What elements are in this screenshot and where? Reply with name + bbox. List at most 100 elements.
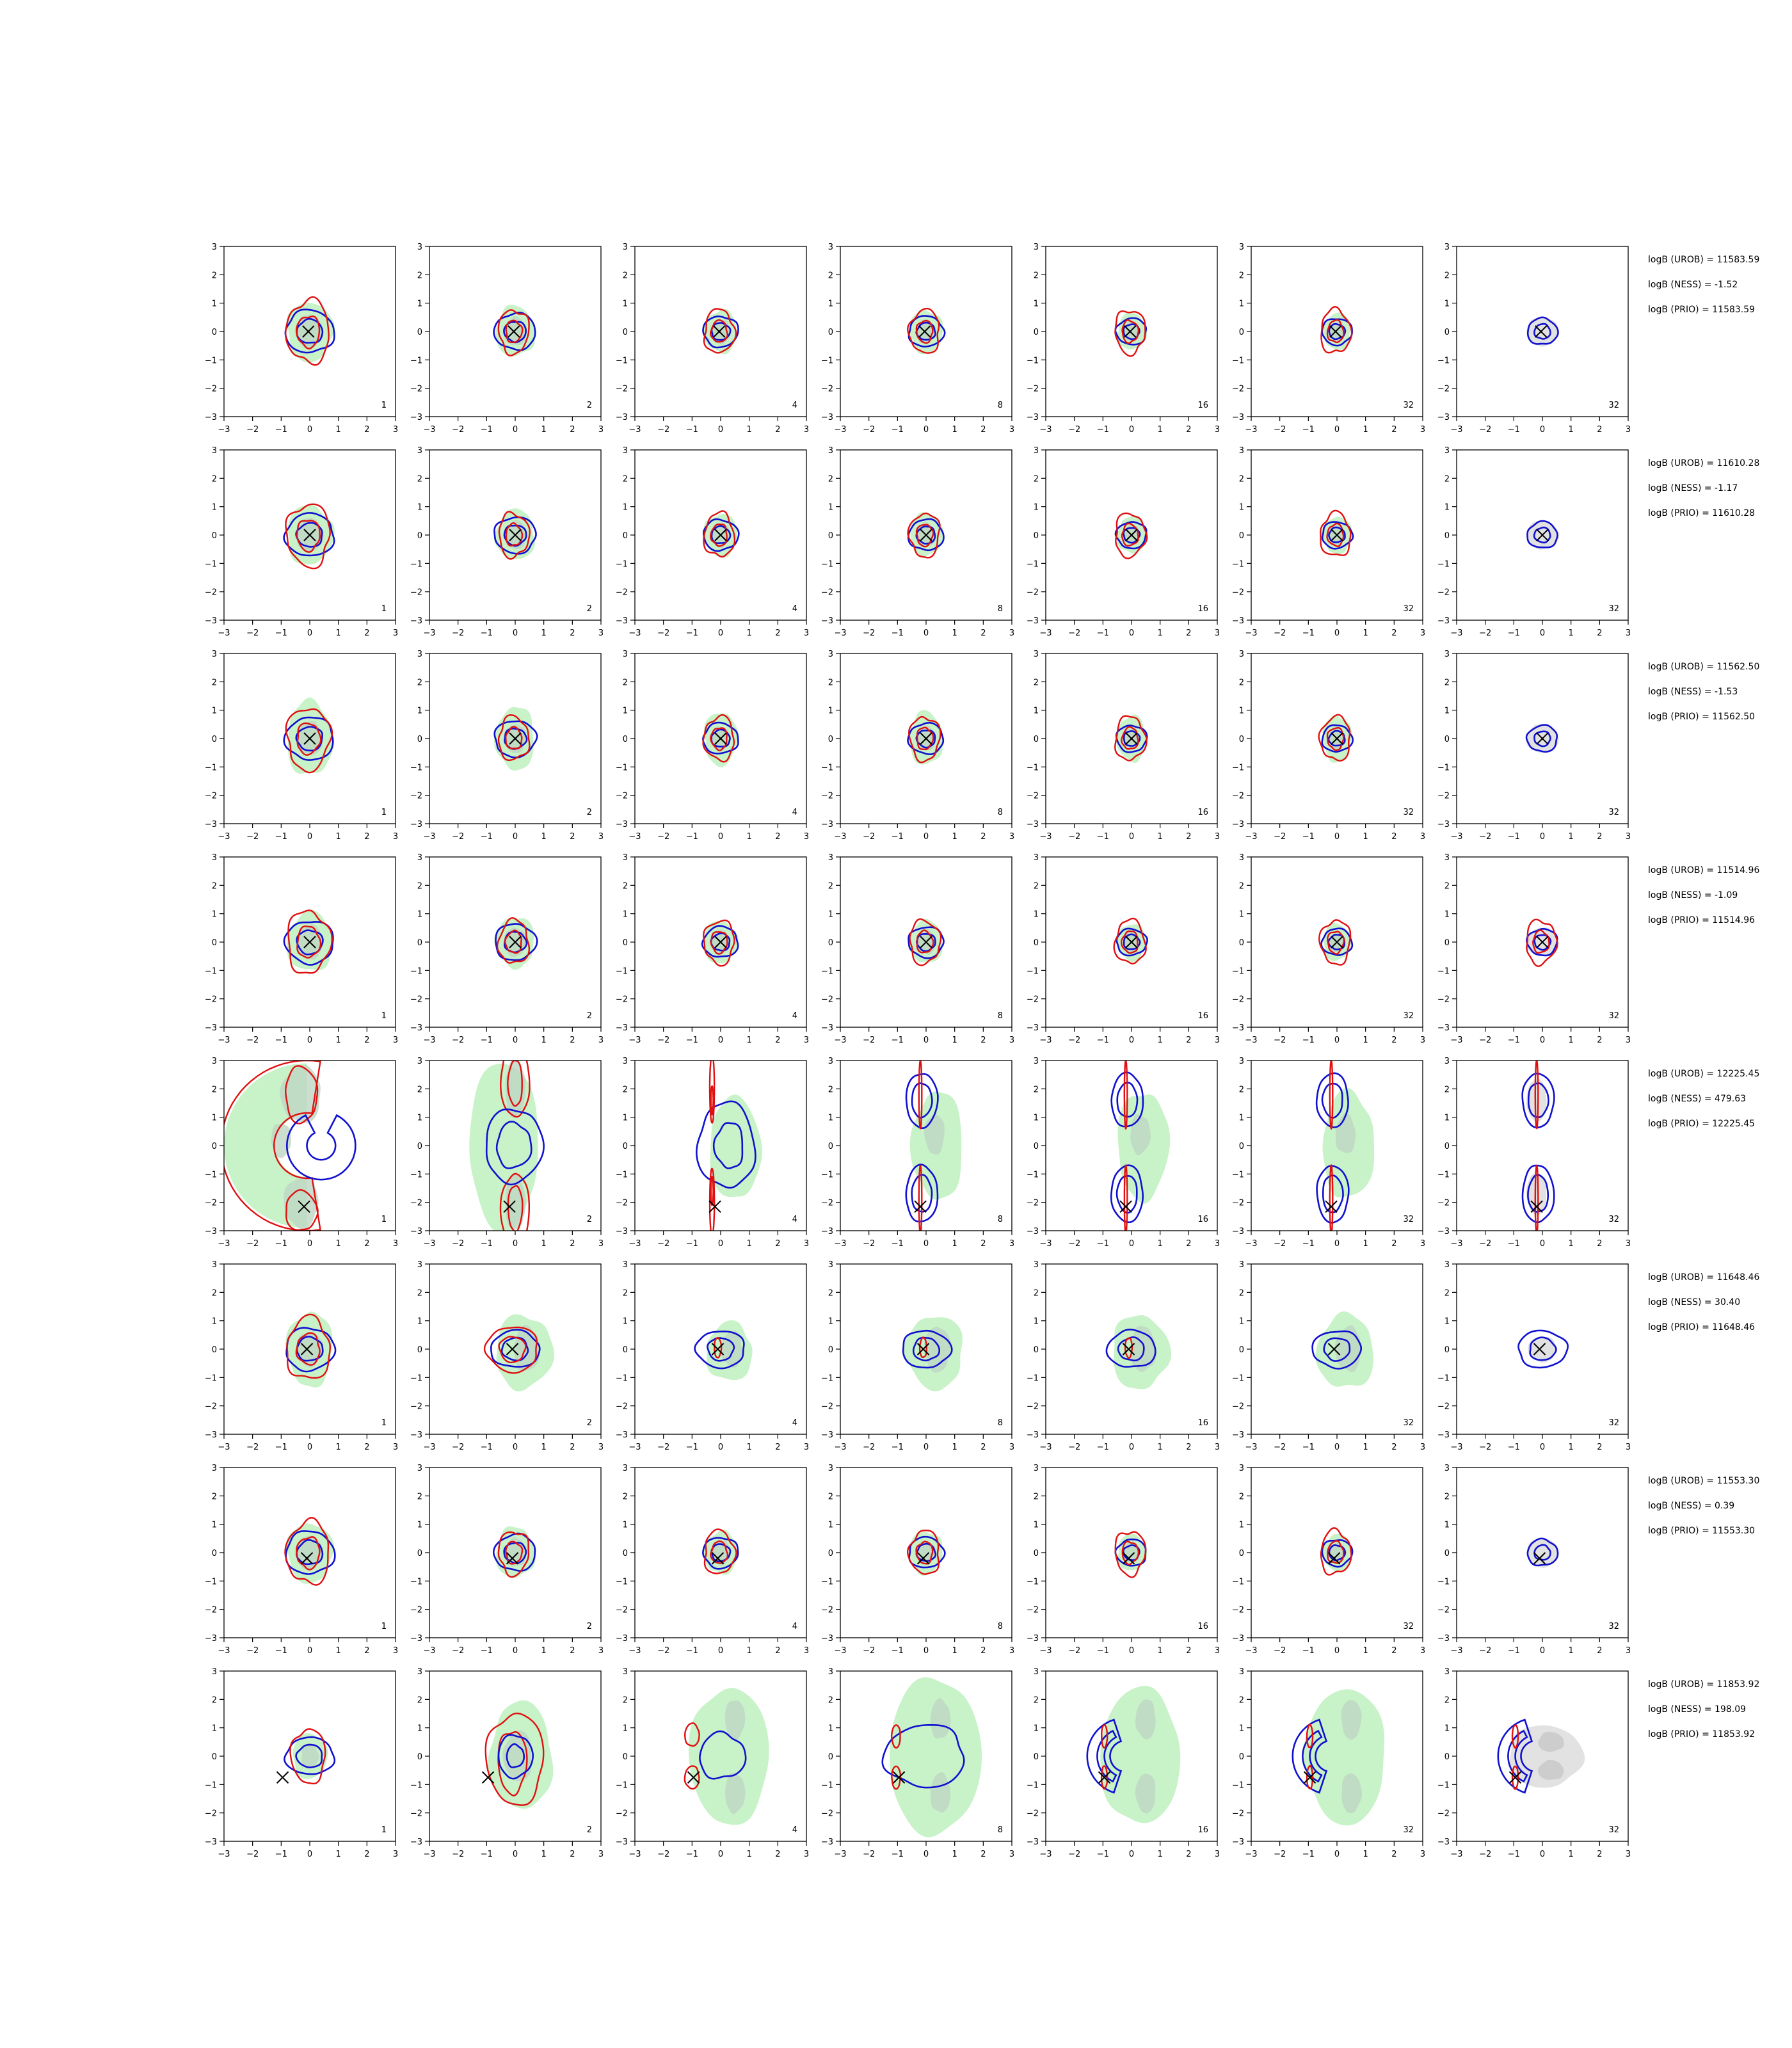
x-tick-label: 3: [598, 1239, 604, 1249]
density-contours: [494, 916, 538, 970]
y-tick-label: 3: [1034, 446, 1039, 456]
panel-label: 32: [1608, 808, 1619, 817]
y-tick-label: −1: [205, 559, 217, 569]
y-tick-label: −2: [410, 1402, 422, 1412]
x-tick-label: 1: [747, 1646, 752, 1656]
x-tick-label: −3: [1245, 1036, 1257, 1045]
y-tick-label: 0: [1034, 328, 1039, 337]
panel-label: 32: [1608, 401, 1619, 410]
y-tick-label: 1: [417, 1724, 422, 1734]
y-tick-label: 0: [1444, 735, 1450, 744]
y-tick-label: −1: [1027, 966, 1039, 976]
x-tick-label: −3: [1039, 832, 1052, 842]
subplot-r2-c3: −3−3 −2 −2 −1 −1 0 0 1 1 2 2 3 3 4: [616, 446, 809, 638]
x-tick-label: 0: [307, 1850, 312, 1859]
density-contours: [283, 503, 335, 570]
density-contours: [684, 1688, 769, 1825]
x-tick-label: −1: [1508, 628, 1520, 638]
x-tick-label: −2: [246, 1036, 259, 1045]
y-tick-label: 1: [1239, 910, 1244, 920]
x-tick-label: 3: [393, 628, 398, 638]
x-tick-label: −1: [1097, 628, 1109, 638]
x-tick-label: 3: [804, 628, 809, 638]
x-tick-label: 1: [541, 1646, 547, 1656]
y-tick-label: −2: [616, 385, 628, 394]
density-contours: [493, 508, 537, 560]
y-tick-label: 3: [1444, 1667, 1450, 1677]
density-contours: [1517, 1329, 1569, 1369]
x-tick-label: 2: [570, 628, 575, 638]
y-tick-label: 1: [417, 503, 422, 513]
x-tick-label: −3: [423, 1239, 435, 1249]
logb-annotation: logB (PRIO) = 12225.45: [1648, 1119, 1755, 1129]
y-tick-label: −2: [410, 1199, 422, 1208]
y-tick-label: 3: [1034, 853, 1039, 863]
x-tick-label: −1: [1302, 425, 1315, 435]
x-tick-label: 2: [1391, 832, 1396, 842]
density-contours: [1318, 714, 1354, 763]
x-tick-label: 3: [598, 1443, 604, 1452]
x-tick-label: −2: [657, 832, 669, 842]
x-tick-label: −1: [1097, 1850, 1109, 1859]
y-tick-label: 3: [1444, 1260, 1450, 1270]
y-tick-label: −3: [1027, 820, 1039, 829]
x-tick-label: 3: [1009, 1443, 1014, 1452]
subplot-r4-c2: −3−3 −2 −2 −1 −1 0 0 1 1 2 2 3 3 2: [410, 853, 604, 1045]
x-tick-label: 2: [570, 1850, 575, 1859]
y-tick-label: −1: [205, 966, 217, 976]
x-tick-label: −3: [1450, 1443, 1462, 1452]
subplot-r2-c1: −3−3 −2 −2 −1 −1 0 0 1 1 2 2 3 3 1: [205, 446, 398, 638]
x-tick-label: 1: [1569, 425, 1574, 435]
density-contours: [493, 707, 538, 771]
y-tick-label: 3: [417, 650, 422, 659]
y-tick-label: 1: [1444, 910, 1450, 920]
subplot-r1-c6: −3−3 −2 −2 −1 −1 0 0 1 1 2 2 3 3 32: [1232, 243, 1425, 435]
x-tick-label: 1: [336, 1850, 341, 1859]
x-tick-label: −2: [1479, 1646, 1491, 1656]
y-tick-label: −1: [1027, 356, 1039, 365]
y-tick-label: 2: [212, 881, 217, 891]
x-tick-label: 0: [924, 425, 929, 435]
x-tick-label: 0: [513, 425, 518, 435]
y-tick-label: −3: [1027, 616, 1039, 626]
y-tick-label: 3: [623, 1260, 628, 1270]
y-tick-label: −3: [821, 616, 833, 626]
x-tick-label: 3: [1420, 1646, 1425, 1656]
y-tick-label: −2: [410, 1606, 422, 1615]
x-tick-label: 2: [1391, 1443, 1396, 1452]
truth-marker: [1122, 1552, 1135, 1565]
x-tick-label: 0: [1334, 628, 1340, 638]
y-tick-label: −2: [205, 385, 217, 394]
x-tick-label: 1: [1569, 1646, 1574, 1656]
x-tick-label: −3: [218, 425, 230, 435]
y-tick-label: −1: [1232, 966, 1244, 976]
y-tick-label: −3: [1437, 1634, 1450, 1644]
y-tick-label: 1: [1239, 707, 1244, 716]
y-tick-label: 0: [212, 1752, 217, 1762]
y-tick-label: 3: [1034, 1057, 1039, 1066]
subplot-r8-c3: −3−3 −2 −2 −1 −1 0 0 1 1 2 2 3 3 4: [616, 1667, 809, 1859]
x-tick-label: 2: [1186, 1036, 1191, 1045]
y-tick-label: 2: [212, 474, 217, 484]
truth-marker: [918, 325, 931, 338]
y-tick-label: −1: [616, 1170, 628, 1180]
y-tick-label: −3: [1232, 820, 1244, 829]
x-tick-label: 0: [513, 1036, 518, 1045]
x-tick-label: −3: [834, 1646, 846, 1656]
y-tick-label: 0: [1239, 1142, 1244, 1151]
y-tick-label: 0: [623, 328, 628, 337]
x-tick-label: −1: [892, 1036, 904, 1045]
y-tick-label: −2: [410, 385, 422, 394]
y-tick-label: 2: [828, 271, 833, 280]
panel-label: 16: [1197, 604, 1208, 614]
y-tick-label: −3: [1027, 1023, 1039, 1033]
x-tick-label: 2: [1597, 832, 1602, 842]
x-tick-label: 2: [364, 1239, 369, 1249]
y-tick-label: −1: [821, 966, 833, 976]
truth-marker: [303, 732, 316, 745]
y-tick-label: 2: [1239, 1492, 1244, 1501]
x-tick-label: −1: [275, 1646, 287, 1656]
y-tick-label: 1: [212, 1114, 217, 1123]
x-tick-label: −3: [834, 1443, 846, 1452]
subplot-r5-c3: −3−3 −2 −2 −1 −1 0 0 1 1 2 2 3 3 4: [616, 1057, 809, 1249]
